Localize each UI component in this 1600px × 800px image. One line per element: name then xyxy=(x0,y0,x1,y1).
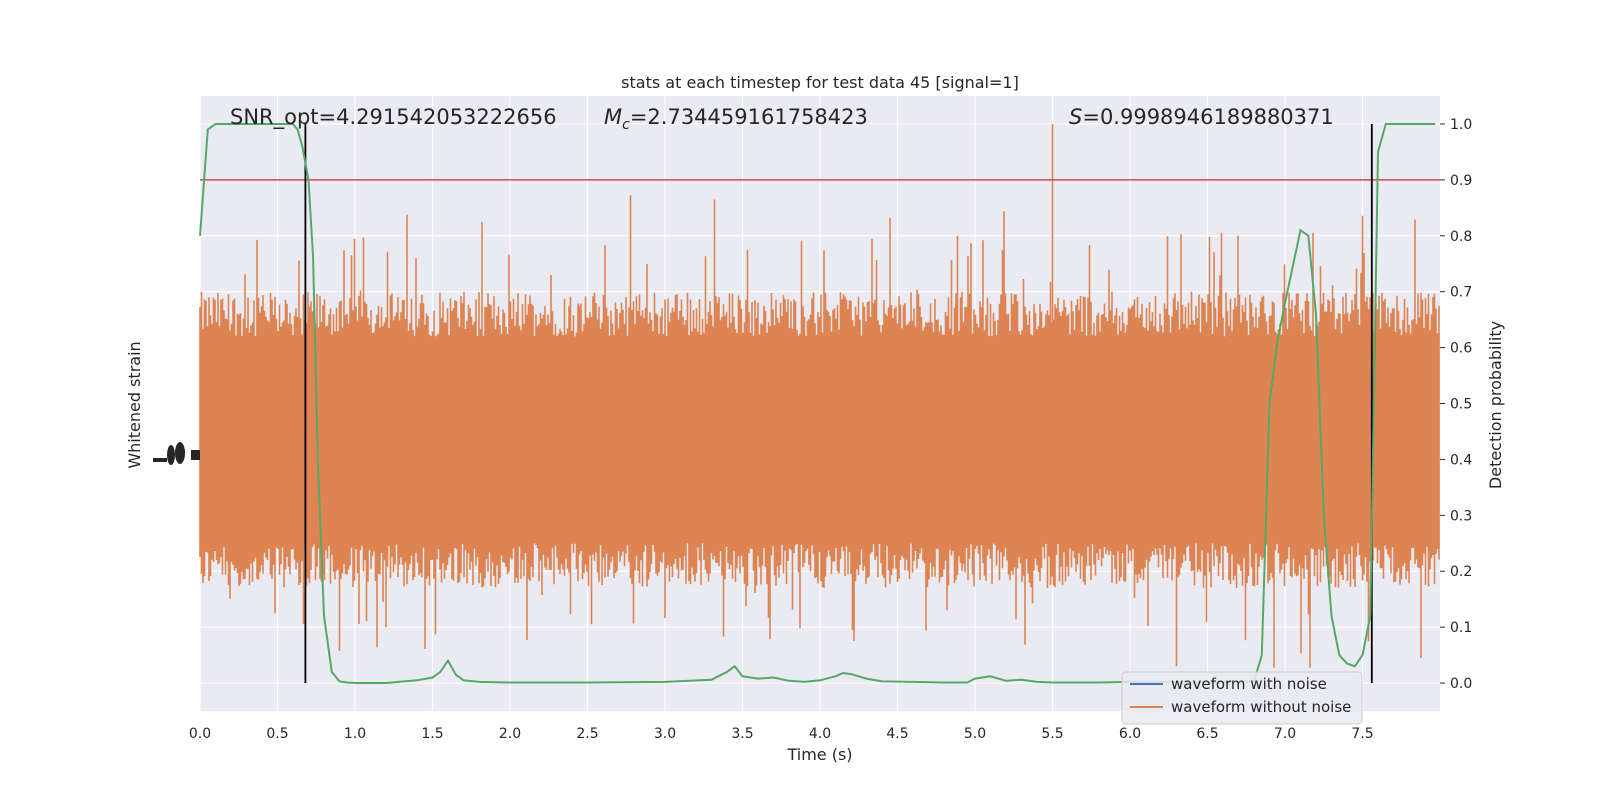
y-tick-label: 0.6 xyxy=(1450,341,1472,357)
x-tick-label: 4.0 xyxy=(809,726,831,742)
right-axis-label: Detection probability xyxy=(1486,321,1505,489)
snr-annotation: SNR_opt=4.291542053222656 xyxy=(230,105,557,130)
x-tick-label: 3.5 xyxy=(731,726,753,742)
waveform-without-noise-series xyxy=(199,124,1440,668)
x-tick-label: 7.0 xyxy=(1274,726,1296,742)
y-tick-label: 1.0 xyxy=(1450,117,1472,133)
x-tick-label: 3.0 xyxy=(654,726,676,742)
x-tick-label: 5.0 xyxy=(964,726,986,742)
right-axis-ticks: 0.0 0.1 0.2 0.3 0.4 0.5 0.6 0.7 0.8 0.9 1.0 xyxy=(1440,117,1472,692)
waveform-trace xyxy=(199,124,1440,668)
x-tick-label: 6.5 xyxy=(1196,726,1218,742)
x-tick-label: 1.0 xyxy=(344,726,366,742)
x-tick-label: 1.5 xyxy=(421,726,443,742)
signal-bounds xyxy=(304,123,1373,684)
legend-label-without-noise: waveform without noise xyxy=(1171,698,1351,716)
y-tick-label: 0.3 xyxy=(1450,508,1472,524)
y-tick-label: 0.7 xyxy=(1450,285,1472,301)
left-axis-label: Whitened strain xyxy=(125,341,144,468)
chart-title: stats at each timestep for test data 45 … xyxy=(621,73,1019,92)
x-tick-label: 0.0 xyxy=(189,726,211,742)
detection-probability-line xyxy=(199,123,1436,684)
chirp-mass-annotation: Mc=2.734459161758423 xyxy=(604,105,868,133)
y-tick-label: 0.0 xyxy=(1450,676,1472,692)
left-tick-cluster xyxy=(153,442,200,465)
x-axis-ticks: 0.0 0.5 1.0 1.5 2.0 2.5 3.0 3.5 4.0 4.5 5.0 5.5 6.0 6… xyxy=(189,726,1374,742)
x-tick-label: 7.5 xyxy=(1351,726,1373,742)
y-tick-label: 0.1 xyxy=(1450,620,1472,636)
x-tick-label: 5.5 xyxy=(1041,726,1063,742)
x-tick-label: 4.5 xyxy=(886,726,908,742)
x-tick-label: 2.5 xyxy=(576,726,598,742)
x-tick-label: 2.0 xyxy=(499,726,521,742)
y-tick-label: 0.2 xyxy=(1450,564,1472,580)
y-tick-label: 0.8 xyxy=(1450,229,1472,245)
x-tick-label: 0.5 xyxy=(266,726,288,742)
legend: waveform with noise waveform without noi… xyxy=(1121,671,1363,725)
y-tick-label: 0.9 xyxy=(1450,173,1472,189)
y-tick-label: 0.4 xyxy=(1450,452,1472,468)
x-axis-label: Time (s) xyxy=(786,745,852,764)
y-tick-label: 0.5 xyxy=(1450,397,1472,413)
score-annotation: S=0.9998946189880371 xyxy=(1069,105,1334,129)
x-tick-label: 6.0 xyxy=(1119,726,1141,742)
legend-box xyxy=(1121,671,1363,725)
legend-label-with-noise: waveform with noise xyxy=(1171,675,1327,693)
